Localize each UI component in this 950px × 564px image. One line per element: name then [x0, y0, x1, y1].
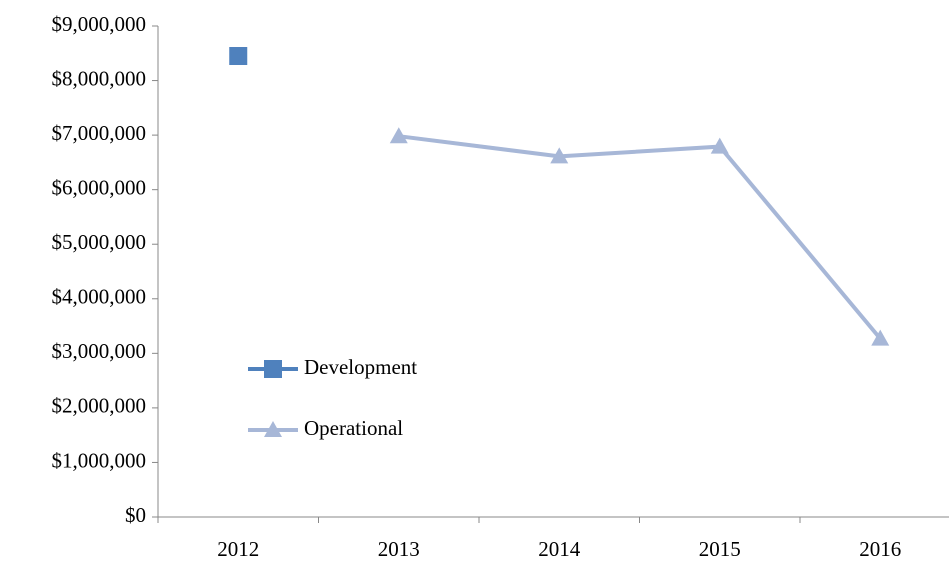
- y-tick-label: $2,000,000: [52, 394, 147, 418]
- y-tick-label: $9,000,000: [52, 12, 147, 36]
- marker: [550, 147, 569, 164]
- x-tick-label: 2013: [378, 537, 420, 561]
- legend-marker: [264, 360, 282, 378]
- y-tick-label: $6,000,000: [52, 175, 147, 199]
- y-tick-label: $8,000,000: [52, 66, 147, 90]
- marker: [710, 137, 729, 154]
- series-line: [398, 134, 882, 340]
- y-tick-label: $0: [125, 503, 146, 527]
- y-tick-label: $3,000,000: [52, 339, 147, 363]
- y-tick-label: $5,000,000: [52, 230, 147, 254]
- legend-label: Operational: [304, 416, 403, 440]
- legend-marker: [264, 421, 282, 437]
- marker: [229, 47, 248, 66]
- x-tick-label: 2016: [859, 537, 901, 561]
- y-tick-label: $7,000,000: [52, 121, 147, 145]
- marker: [871, 329, 890, 346]
- y-tick-label: $1,000,000: [52, 448, 147, 472]
- legend-label: Development: [304, 355, 417, 379]
- x-tick-label: 2015: [699, 537, 741, 561]
- y-tick-label: $4,000,000: [52, 285, 147, 309]
- x-tick-label: 2014: [538, 537, 581, 561]
- marker: [389, 127, 408, 144]
- x-tick-label: 2012: [217, 537, 259, 561]
